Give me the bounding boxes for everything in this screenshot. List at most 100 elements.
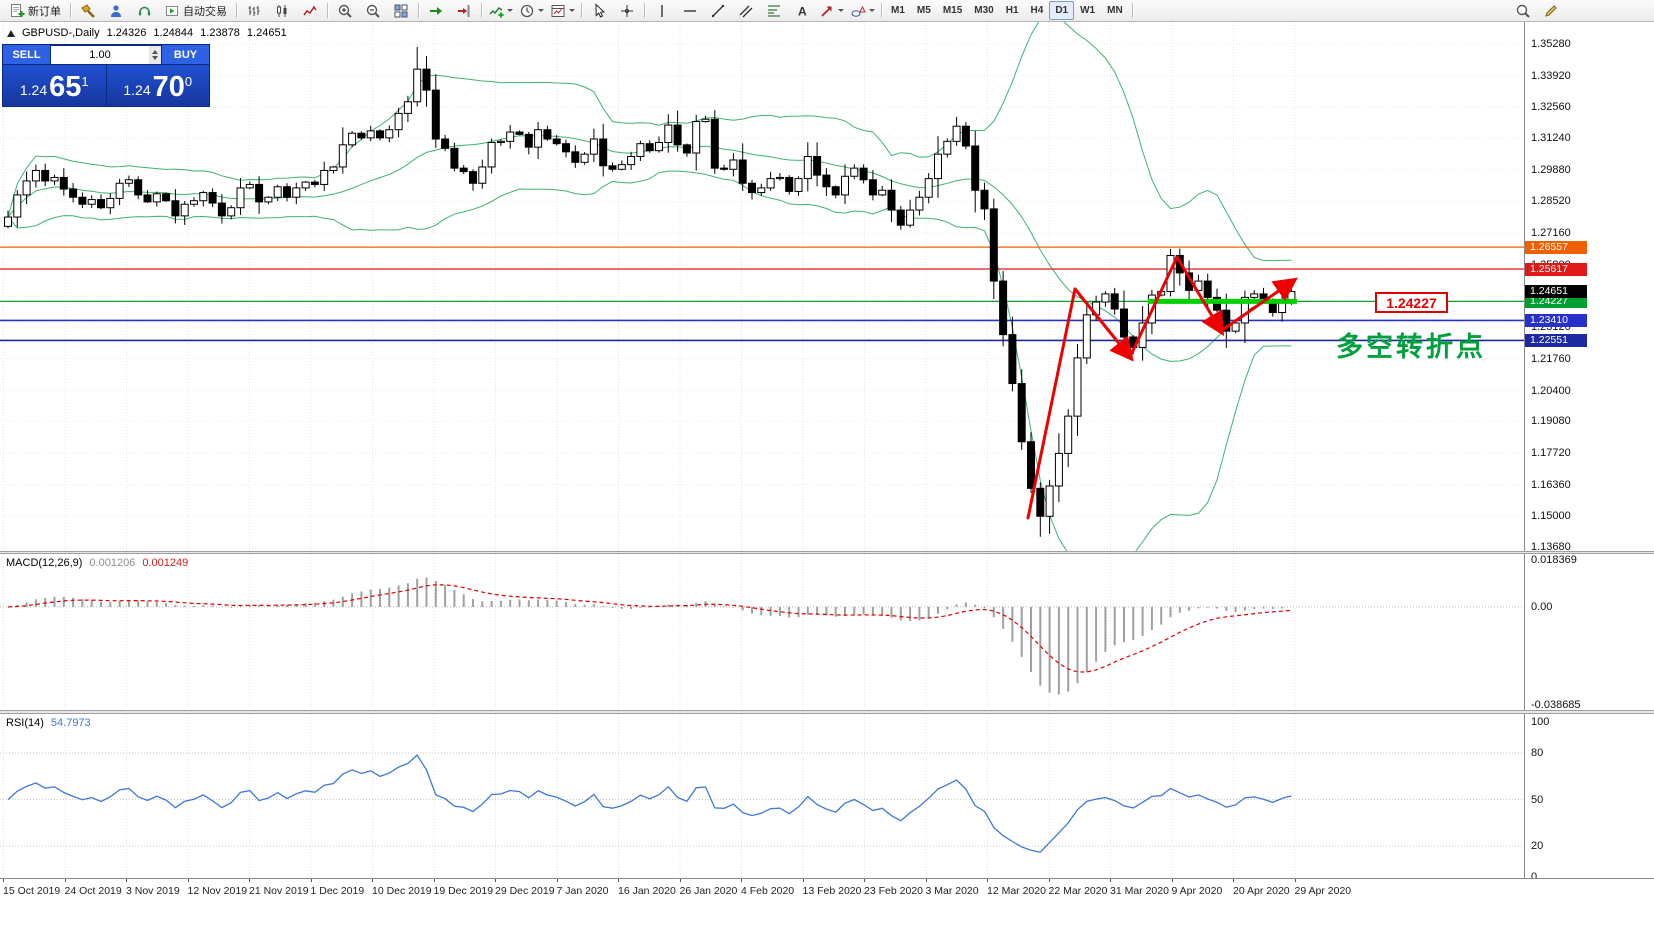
chart-shift-button[interactable] [450, 0, 478, 22]
toolbar-separator [481, 3, 482, 18]
trend-arrow[interactable] [1128, 255, 1179, 359]
line-chart-button[interactable] [296, 0, 324, 22]
collapse-panel-icon[interactable] [7, 29, 15, 37]
sell-button[interactable]: SELL [3, 45, 50, 65]
support-button[interactable] [130, 0, 158, 22]
search-icon [1516, 4, 1530, 18]
periods-button[interactable] [516, 0, 547, 22]
candle [1064, 415, 1073, 454]
candle [106, 197, 115, 209]
panel-splitter[interactable] [0, 551, 1654, 554]
date-tick [1048, 879, 1050, 882]
price-tick: 1.15000 [1531, 510, 1571, 523]
timeframe-mn[interactable]: MN [1107, 5, 1123, 16]
timeframe-m1[interactable]: M1 [891, 5, 905, 16]
candle [720, 167, 729, 170]
date-tick [618, 879, 619, 882]
horizontal-line-button[interactable] [676, 0, 704, 22]
tile-windows-button[interactable] [387, 0, 415, 22]
auto-scroll-button[interactable] [422, 0, 450, 22]
indicators-button[interactable] [485, 0, 516, 22]
candle [87, 199, 96, 205]
volume-down-button[interactable] [152, 56, 158, 60]
trend-arrow[interactable] [1073, 287, 1134, 362]
level-tag-1.26557: 1.26557 [1525, 240, 1587, 254]
volume-up-button[interactable] [152, 50, 158, 54]
cursor-button[interactable] [585, 0, 613, 22]
panel-splitter[interactable] [0, 710, 1654, 714]
autotrading-button[interactable]: 自动交易 [158, 0, 233, 22]
price-tick: 1.19080 [1531, 415, 1571, 428]
ohlc-high: 1.24844 [153, 27, 194, 39]
fibonacci-button[interactable] [760, 0, 788, 22]
user-button[interactable] [102, 0, 130, 22]
timeframe-m30[interactable]: M30 [974, 5, 994, 16]
zoom-out-button[interactable] [359, 0, 387, 22]
candle [162, 193, 171, 202]
candle [22, 180, 31, 196]
date-tick [310, 879, 312, 882]
date-label: 15 Oct 2019 [3, 885, 61, 897]
candle [329, 166, 338, 171]
arrow-object-button-dropdown-icon[interactable] [838, 9, 844, 12]
main-chart[interactable] [0, 22, 1524, 551]
price-tick: 1.29880 [1531, 163, 1571, 176]
shapes-button[interactable] [847, 0, 878, 22]
candle [878, 189, 887, 196]
channel-button[interactable] [732, 0, 760, 22]
candle [589, 138, 598, 155]
indicators-button-dropdown-icon[interactable] [507, 9, 513, 12]
headset-icon [138, 6, 151, 15]
price-annotation-box[interactable]: 1.24227 [1375, 292, 1448, 313]
trendline-button[interactable] [704, 0, 732, 22]
hammer-button[interactable] [74, 0, 102, 22]
template-icon [551, 4, 565, 17]
date-label: 20 Apr 2020 [1233, 885, 1290, 897]
svg-text:A: A [798, 4, 807, 18]
candle [301, 181, 310, 189]
sell-price-button[interactable]: 1.24 65 1 [3, 65, 107, 106]
clock-icon [520, 4, 534, 17]
bar-chart-button[interactable] [240, 0, 268, 22]
text-label-button[interactable]: A [788, 0, 816, 22]
rsi-panel[interactable] [0, 714, 1524, 878]
trend-arrow[interactable] [1219, 277, 1298, 333]
timeframe-h1[interactable]: H1 [1005, 5, 1019, 16]
candlestick-chart-button[interactable] [268, 0, 296, 22]
timeframe-w1[interactable]: W1 [1080, 5, 1096, 16]
buy-price-button[interactable]: 1.24 70 0 [123, 71, 193, 103]
arrow-object-button[interactable] [816, 0, 847, 22]
macd-panel[interactable] [0, 554, 1524, 710]
candle [469, 171, 477, 184]
new-order-button[interactable]: 新订单 [3, 0, 67, 22]
timeframe-d1[interactable]: D1 [1049, 1, 1075, 20]
trend-arrow[interactable] [1175, 255, 1225, 337]
pencil-icon [1545, 4, 1557, 17]
ohlc-open: 1.24326 [106, 27, 147, 39]
price-tick: 1.31240 [1531, 132, 1571, 145]
timeframe-m15[interactable]: M15 [942, 5, 963, 16]
bid-price-tag: 1.24651 [1525, 285, 1587, 299]
volume-input[interactable] [51, 48, 149, 62]
crosshair-button[interactable] [613, 0, 641, 22]
shapes-button-dropdown-icon[interactable] [869, 9, 875, 12]
zoom-in-button[interactable] [331, 0, 359, 22]
date-label: 4 Feb 2020 [741, 885, 795, 897]
indicators-icon [489, 6, 504, 17]
candle [180, 203, 189, 217]
bars-icon [248, 5, 260, 16]
turning-point-annotation[interactable]: 多空转折点 [1336, 332, 1486, 362]
timeframe-h4[interactable]: H4 [1030, 5, 1044, 16]
templates-button[interactable] [547, 0, 578, 22]
templates-button-dropdown-icon[interactable] [569, 9, 575, 12]
timeframe-m5[interactable]: M5 [916, 5, 931, 16]
periods-button-dropdown-icon[interactable] [538, 9, 544, 12]
candle [757, 187, 766, 194]
price-tick: 1.20400 [1531, 384, 1571, 397]
buy-button[interactable]: BUY [162, 45, 209, 65]
trend-arrow[interactable] [1026, 287, 1077, 520]
edit-button[interactable] [1537, 0, 1565, 22]
vertical-line-button[interactable] [648, 0, 676, 22]
volume-spinner [149, 46, 161, 64]
search-button[interactable] [1509, 0, 1537, 22]
